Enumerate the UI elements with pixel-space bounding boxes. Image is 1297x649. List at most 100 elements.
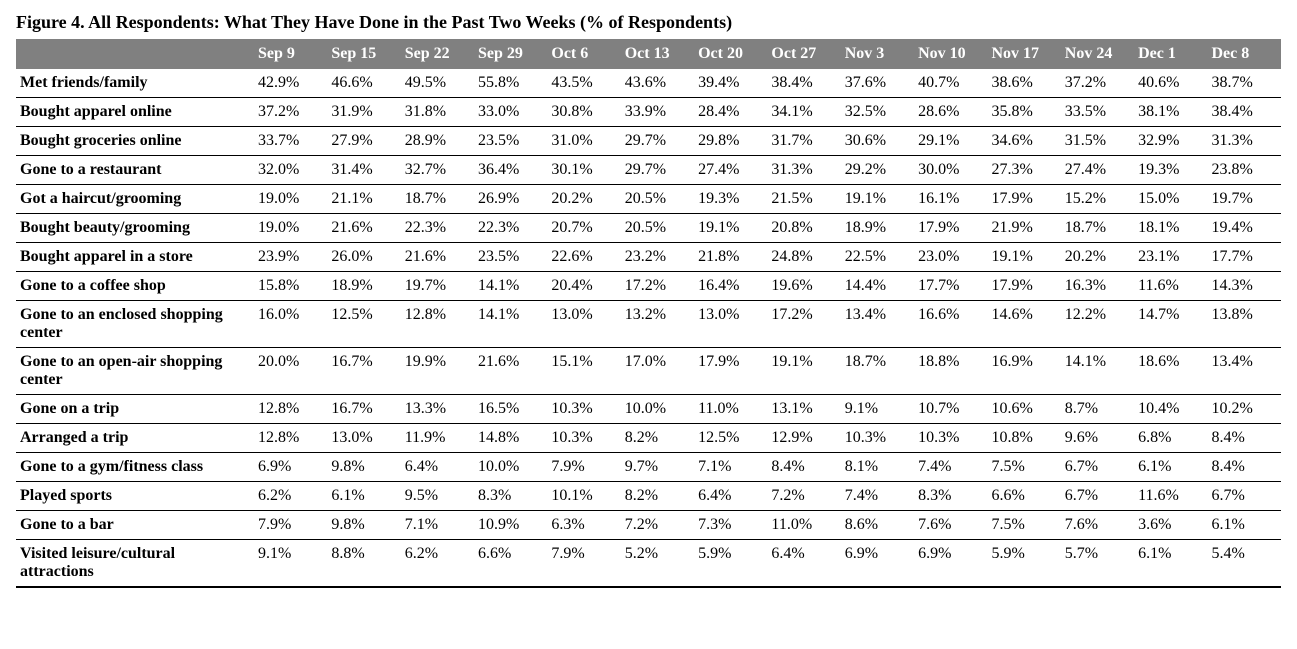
data-cell: 30.1% [547,156,620,185]
data-cell: 19.7% [1207,185,1281,214]
data-cell: 9.8% [327,511,400,540]
data-cell: 20.7% [547,214,620,243]
data-cell: 19.1% [767,348,840,395]
data-cell: 18.8% [914,348,987,395]
data-cell: 14.1% [474,301,547,348]
data-cell: 20.5% [621,214,694,243]
data-cell: 14.7% [1134,301,1207,348]
col-header-date: Dec 1 [1134,39,1207,69]
data-cell: 12.9% [767,424,840,453]
data-cell: 19.1% [841,185,914,214]
data-cell: 21.8% [694,243,767,272]
data-cell: 19.0% [254,185,327,214]
data-cell: 10.8% [987,424,1060,453]
table-row: Arranged a trip12.8%13.0%11.9%14.8%10.3%… [16,424,1281,453]
data-cell: 18.9% [841,214,914,243]
table-row: Bought apparel in a store23.9%26.0%21.6%… [16,243,1281,272]
data-cell: 20.5% [621,185,694,214]
data-cell: 10.9% [474,511,547,540]
row-label: Got a haircut/grooming [16,185,254,214]
data-cell: 46.6% [327,69,400,98]
data-cell: 7.2% [621,511,694,540]
data-cell: 32.7% [401,156,474,185]
data-cell: 55.8% [474,69,547,98]
data-cell: 20.4% [547,272,620,301]
data-cell: 23.2% [621,243,694,272]
row-label: Gone to an open-air shopping center [16,348,254,395]
data-cell: 13.8% [1207,301,1281,348]
data-cell: 22.3% [474,214,547,243]
data-cell: 11.6% [1134,482,1207,511]
data-cell: 12.8% [254,395,327,424]
data-cell: 7.5% [987,453,1060,482]
data-cell: 12.8% [401,301,474,348]
data-cell: 6.9% [841,540,914,588]
data-cell: 28.6% [914,98,987,127]
data-cell: 38.4% [767,69,840,98]
data-cell: 7.6% [914,511,987,540]
data-cell: 11.0% [767,511,840,540]
data-cell: 6.1% [327,482,400,511]
data-cell: 20.8% [767,214,840,243]
col-header-date: Nov 24 [1061,39,1134,69]
data-cell: 5.7% [1061,540,1134,588]
data-cell: 27.4% [694,156,767,185]
data-cell: 22.3% [401,214,474,243]
data-cell: 19.3% [694,185,767,214]
data-cell: 16.3% [1061,272,1134,301]
data-cell: 8.1% [841,453,914,482]
data-cell: 33.5% [1061,98,1134,127]
data-cell: 43.6% [621,69,694,98]
table-row: Got a haircut/grooming19.0%21.1%18.7%26.… [16,185,1281,214]
data-cell: 9.6% [1061,424,1134,453]
data-cell: 17.7% [1207,243,1281,272]
data-cell: 21.6% [474,348,547,395]
data-cell: 14.4% [841,272,914,301]
data-cell: 15.0% [1134,185,1207,214]
row-label: Bought apparel online [16,98,254,127]
data-cell: 8.3% [914,482,987,511]
data-cell: 32.5% [841,98,914,127]
row-label: Gone to an enclosed shopping center [16,301,254,348]
data-cell: 12.8% [254,424,327,453]
data-cell: 29.7% [621,156,694,185]
data-cell: 11.9% [401,424,474,453]
data-cell: 9.1% [841,395,914,424]
data-cell: 31.5% [1061,127,1134,156]
data-cell: 16.7% [327,395,400,424]
data-cell: 6.4% [401,453,474,482]
data-cell: 18.7% [401,185,474,214]
data-cell: 12.2% [1061,301,1134,348]
data-cell: 23.5% [474,243,547,272]
col-header-date: Sep 15 [327,39,400,69]
data-cell: 19.4% [1207,214,1281,243]
data-cell: 10.4% [1134,395,1207,424]
data-cell: 17.9% [987,272,1060,301]
row-label: Visited leisure/cultural attractions [16,540,254,588]
data-cell: 27.4% [1061,156,1134,185]
data-cell: 5.2% [621,540,694,588]
col-header-date: Oct 13 [621,39,694,69]
data-cell: 20.2% [1061,243,1134,272]
data-cell: 6.8% [1134,424,1207,453]
data-cell: 10.0% [621,395,694,424]
data-cell: 7.3% [694,511,767,540]
data-cell: 31.3% [1207,127,1281,156]
data-cell: 26.0% [327,243,400,272]
data-cell: 23.9% [254,243,327,272]
data-cell: 21.6% [327,214,400,243]
data-cell: 21.6% [401,243,474,272]
data-cell: 31.0% [547,127,620,156]
data-cell: 33.0% [474,98,547,127]
data-cell: 31.4% [327,156,400,185]
data-cell: 18.7% [1061,214,1134,243]
data-cell: 8.7% [1061,395,1134,424]
data-cell: 19.6% [767,272,840,301]
data-cell: 19.9% [401,348,474,395]
data-cell: 38.1% [1134,98,1207,127]
data-cell: 38.6% [987,69,1060,98]
data-cell: 37.6% [841,69,914,98]
col-header-date: Oct 20 [694,39,767,69]
data-cell: 34.1% [767,98,840,127]
data-cell: 31.7% [767,127,840,156]
